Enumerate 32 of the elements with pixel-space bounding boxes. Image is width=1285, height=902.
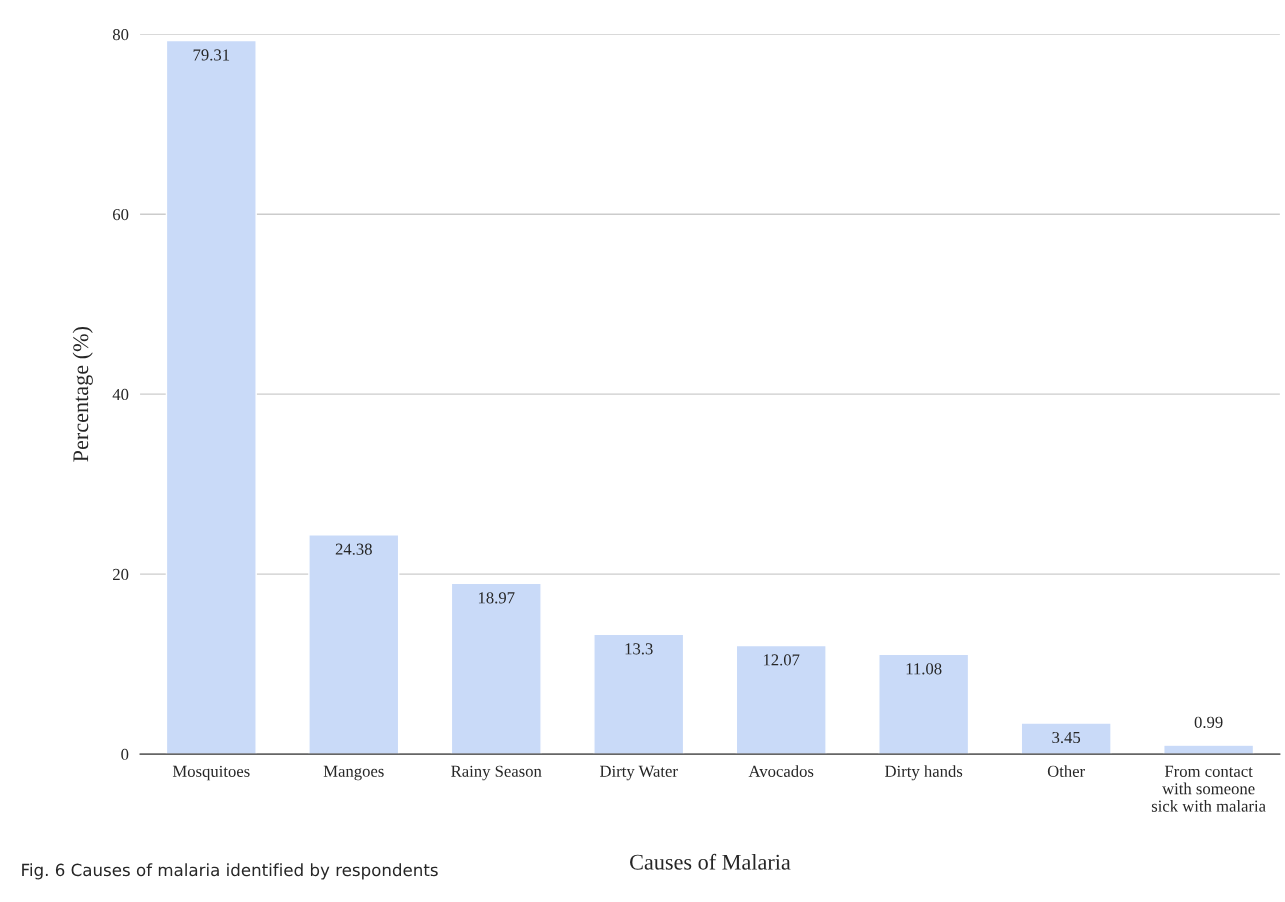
y-tick-label: 60 — [113, 208, 129, 221]
x-tick-label: Dirty hands — [885, 765, 963, 781]
y-tick-label: 0 — [121, 748, 129, 761]
bar — [1163, 744, 1255, 755]
x-tick-label: From contact with someone sick with malaria — [1151, 765, 1266, 812]
x-tick-label: Avocados — [748, 765, 814, 777]
data-label: 12.07 — [763, 654, 800, 666]
y-tick-label: 20 — [113, 568, 129, 581]
bar — [878, 653, 970, 755]
caption: Fig. 6 Causes of malaria identified by respondents — [22, 863, 438, 880]
bar — [735, 644, 827, 755]
y-tick-label: 80 — [112, 28, 129, 41]
x-tick-label: Mosquitoes — [172, 765, 250, 781]
x-tick-label: Rainy Season — [451, 765, 542, 781]
x-axis-title: Causes of Malaria — [630, 853, 791, 870]
x-tick-label: Other — [1047, 765, 1085, 777]
data-label: 13.3 — [625, 643, 653, 655]
x-tick-label: Dirty Water — [599, 765, 678, 781]
data-label: 3.45 — [1052, 731, 1081, 744]
data-label: 24.38 — [335, 543, 372, 555]
data-label: 11.08 — [906, 663, 942, 675]
data-label: 18.97 — [478, 592, 515, 604]
data-label: 0.99 — [1194, 716, 1223, 728]
y-tick-label: 40 — [112, 388, 129, 401]
bar — [165, 39, 257, 755]
y-axis-title: Percentage (%) — [72, 326, 93, 462]
data-label: 79.31 — [193, 49, 230, 61]
bar — [450, 582, 542, 755]
x-tick-label: Mangoes — [323, 765, 384, 781]
bar — [308, 534, 400, 755]
bar — [1020, 722, 1112, 755]
bar — [593, 633, 685, 755]
